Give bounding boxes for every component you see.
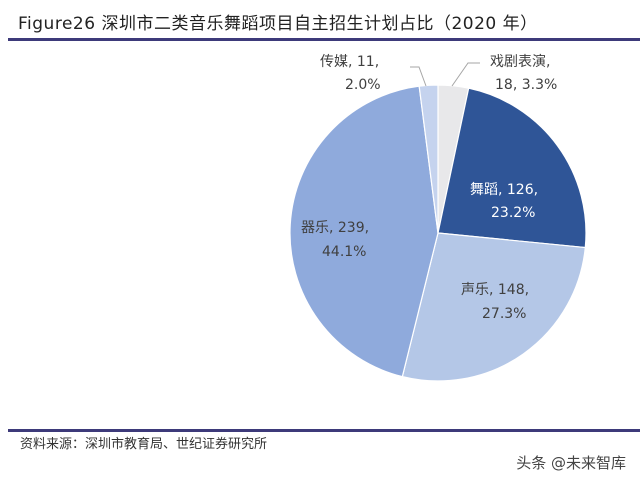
slice-media: [418, 84, 439, 234]
slice-instrumental: [289, 85, 439, 378]
label-dance-line1: 舞蹈, 126,: [470, 182, 538, 198]
label-vocal-line1: 声乐, 148,: [461, 282, 529, 298]
label-media-line2: 2.0%: [345, 77, 381, 93]
title-divider: [8, 38, 640, 41]
watermark: 头条 @未来智库: [516, 454, 626, 472]
label-dance-line2: 23.2%: [491, 205, 535, 221]
label-media-line1: 传媒, 11,: [320, 54, 379, 70]
slice-labels: 戏剧表演, 18, 3.3% 传媒, 11, 2.0% 舞蹈, 126, 23.…: [301, 54, 557, 322]
leader-line-drama: [451, 62, 480, 87]
label-instrumental-line1: 器乐, 239,: [301, 220, 369, 236]
slice-vocal: [401, 232, 586, 382]
slice-dance: [437, 87, 587, 249]
leader-line-media: [410, 66, 427, 87]
label-instrumental-line2: 44.1%: [322, 244, 366, 260]
label-drama-line2: 18, 3.3%: [495, 77, 557, 93]
footer-divider: [8, 429, 640, 432]
chart-title: Figure26 深圳市二类音乐舞蹈项目自主招生计划占比（2020 年）: [18, 14, 538, 34]
label-drama-line1: 戏剧表演,: [490, 54, 550, 70]
label-vocal-line2: 27.3%: [482, 306, 526, 322]
pie-slices: [289, 84, 587, 382]
leader-lines: [410, 62, 480, 87]
source-note: 资料来源：深圳市教育局、世纪证券研究所: [20, 437, 268, 452]
